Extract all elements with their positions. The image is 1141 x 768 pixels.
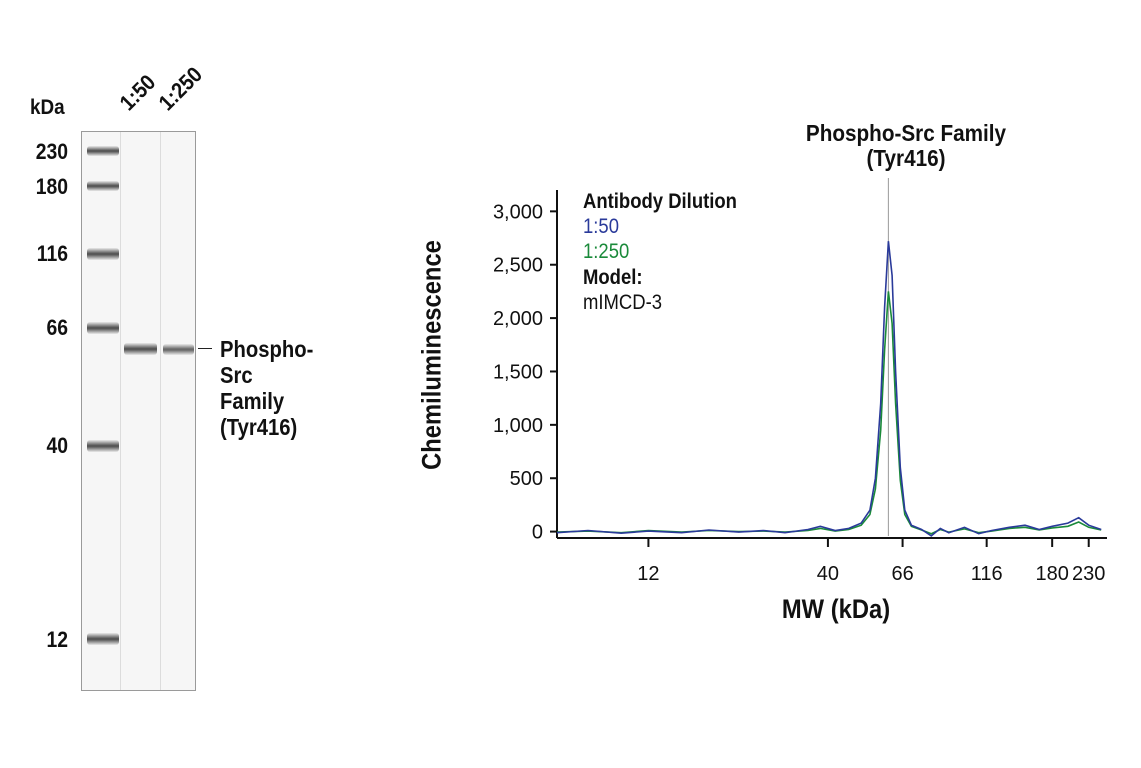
x-tick-label-40: 40 xyxy=(817,563,839,585)
target-label-line-1: Phospho-Src xyxy=(220,336,314,388)
y-tick-label-2000: 2,000 xyxy=(493,308,543,330)
legend-heading: Antibody Dilution xyxy=(583,190,737,213)
ladder-band-230 xyxy=(87,146,119,156)
target-label-line-3: (Tyr416) xyxy=(220,414,298,440)
ladder-label-116: 116 xyxy=(36,241,68,266)
ladder-label-230: 230 xyxy=(35,139,68,164)
ladder-band-40 xyxy=(87,440,119,452)
sample-band-lane-2 xyxy=(163,344,194,355)
legend-entry-1-50: 1:50 xyxy=(583,215,619,238)
target-pointer-line xyxy=(198,348,212,349)
y-tick-label-3000: 3,000 xyxy=(493,201,543,223)
series-line-1-250 xyxy=(556,291,1102,535)
ladder-label-40: 40 xyxy=(46,433,68,458)
y-tick-label-0: 0 xyxy=(532,522,543,544)
y-axis-label: Chemiluminescence xyxy=(416,240,447,470)
ladder-band-116 xyxy=(87,248,119,260)
x-tick-label-66: 66 xyxy=(891,563,913,585)
legend-model-value: mIMCD-3 xyxy=(583,291,663,314)
x-tick-label-12: 12 xyxy=(637,563,659,585)
legend-entry-1-250: 1:250 xyxy=(583,240,630,263)
y-tick-label-2500: 2,500 xyxy=(493,255,543,277)
legend-model-heading: Model: xyxy=(583,266,643,289)
lane-separator xyxy=(120,132,121,690)
lane-separator xyxy=(160,132,161,690)
ladder-label-12: 12 xyxy=(46,627,68,652)
target-label: Phospho-Src Family (Tyr416) xyxy=(220,336,313,440)
peak-title-line-1: Phospho-Src Family xyxy=(805,120,1007,146)
peak-title: Phospho-Src Family (Tyr416) xyxy=(771,121,1041,171)
peak-title-line-2: (Tyr416) xyxy=(866,145,946,171)
legend: Antibody Dilution 1:50 1:250 Model: mIMC… xyxy=(583,189,758,315)
ladder-label-66: 66 xyxy=(46,315,68,340)
gel-unit-label: kDa xyxy=(30,96,65,119)
ladder-label-180: 180 xyxy=(35,174,68,199)
target-label-line-2: Family xyxy=(220,388,285,414)
series-line-1-50 xyxy=(556,241,1102,537)
x-tick-label-230: 230 xyxy=(1072,563,1105,585)
y-tick-label-500: 500 xyxy=(510,468,543,490)
x-tick-label-116: 116 xyxy=(971,563,1003,585)
sample-band-lane-1 xyxy=(124,343,157,355)
ladder-band-66 xyxy=(87,322,119,334)
ladder-band-12 xyxy=(87,633,119,645)
y-tick-label-1500: 1,500 xyxy=(493,361,543,383)
ladder-band-180 xyxy=(87,181,119,191)
y-tick-label-1000: 1,000 xyxy=(493,415,543,437)
x-tick-label-180: 180 xyxy=(1035,563,1068,585)
gel-image xyxy=(81,131,196,691)
x-axis-label: MW (kDa) xyxy=(781,594,891,624)
plot-area: 0 500 1,000 1,500 2,000 2,500 3,000 12 40 66 116 18… xyxy=(493,178,1107,585)
